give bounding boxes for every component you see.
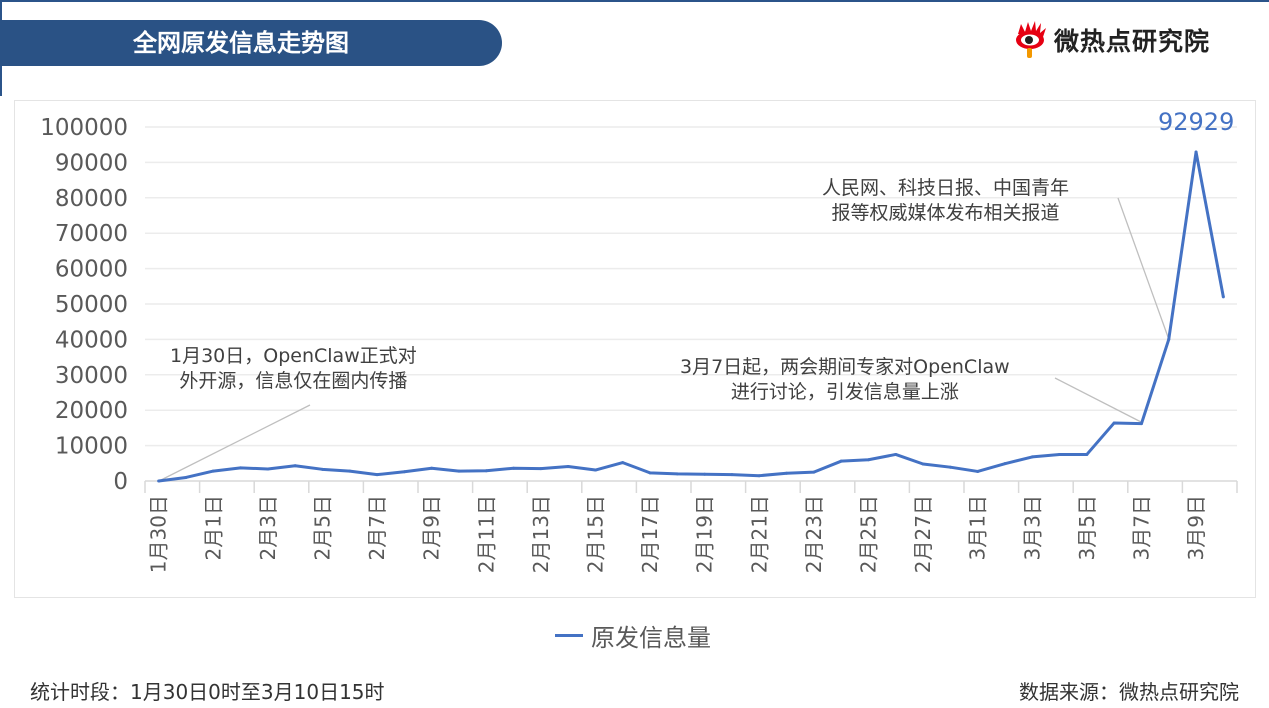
x-tick-label: 2月25日 — [856, 495, 880, 573]
annotation-line: 进行讨论，引发信息量上涨 — [730, 381, 959, 403]
annotation-two-sessions: 3月7日起，两会期间专家对OpenClaw 进行讨论，引发信息量上涨 — [680, 355, 1010, 405]
x-tick-label: 2月7日 — [365, 495, 389, 560]
y-tick-label: 30000 — [55, 363, 128, 389]
frame-border-top — [0, 0, 1269, 2]
series-line — [158, 150, 1225, 483]
x-tick-label: 2月5日 — [310, 495, 334, 560]
data-point — [1030, 455, 1034, 459]
data-point — [566, 464, 570, 468]
y-tick-label: 60000 — [55, 257, 128, 283]
x-tick-label: 2月19日 — [693, 495, 717, 573]
title-banner: 全网原发信息走势图 — [0, 20, 502, 66]
annotation-leader-line — [1117, 197, 1169, 338]
y-tick-label: 0 — [113, 469, 128, 495]
data-point — [484, 469, 488, 473]
x-tick-label: 2月13日 — [529, 495, 553, 573]
data-point — [512, 466, 516, 470]
data-point — [1194, 150, 1198, 154]
x-tick-label: 2月11日 — [474, 495, 498, 573]
annotation-line: 报等权威媒体发布相关报道 — [831, 202, 1060, 224]
logo: 微热点研究院 — [1014, 18, 1210, 62]
annotation-leader-line — [1054, 377, 1144, 424]
data-point — [730, 473, 734, 477]
annotation-line: 1月30日，OpenClaw正式对 — [170, 345, 417, 367]
x-tick-label: 2月17日 — [638, 495, 662, 573]
y-tick-label: 10000 — [55, 434, 128, 460]
x-tick-label: 2月9日 — [420, 495, 444, 560]
data-point — [1085, 452, 1089, 456]
page-title: 全网原发信息走势图 — [133, 29, 349, 57]
data-point — [593, 468, 597, 472]
x-tick-label: 2月15日 — [583, 495, 607, 573]
data-source: 数据来源：微热点研究院 — [1019, 680, 1239, 704]
peak-data-label: 92929 — [1158, 108, 1235, 136]
data-point — [320, 467, 324, 471]
annotation-media-report: 人民网、科技日报、中国青年 报等权威媒体发布相关报道 — [822, 176, 1069, 226]
x-tick-label: 2月1日 — [201, 495, 225, 560]
legend-label: 原发信息量 — [591, 624, 711, 652]
x-tick-label: 2月3日 — [256, 495, 280, 560]
data-point — [375, 473, 379, 477]
x-tick-label: 3月7日 — [1129, 495, 1153, 560]
x-tick-label: 3月1日 — [966, 495, 990, 560]
data-point — [948, 465, 952, 469]
annotation-leader-line — [158, 404, 311, 482]
data-point — [812, 470, 816, 474]
y-tick-label: 40000 — [55, 327, 128, 353]
data-point — [757, 474, 761, 478]
data-point — [785, 471, 789, 475]
x-tick-label: 2月23日 — [802, 495, 826, 573]
data-point — [157, 479, 161, 483]
data-point — [894, 452, 898, 456]
y-tick-label: 80000 — [55, 186, 128, 212]
data-point — [184, 475, 188, 479]
x-tick-label: 2月27日 — [911, 495, 935, 573]
data-point — [539, 467, 543, 471]
data-point — [839, 459, 843, 463]
data-point — [1003, 462, 1007, 466]
x-tick-label: 1月30日 — [147, 495, 171, 573]
data-point — [1221, 295, 1225, 299]
y-tick-label: 50000 — [55, 292, 128, 318]
stat-period: 统计时段：1月30日0时至3月10日15时 — [30, 680, 385, 704]
data-point — [457, 469, 461, 473]
y-tick-label: 20000 — [55, 398, 128, 424]
annotation-open-source: 1月30日，OpenClaw正式对 外开源，信息仅在圈内传播 — [170, 344, 417, 394]
y-tick-label: 70000 — [55, 221, 128, 247]
data-point — [648, 471, 652, 475]
annotation-line: 3月7日起，两会期间专家对OpenClaw — [680, 356, 1010, 378]
data-point — [211, 469, 215, 473]
data-point — [866, 458, 870, 462]
annotation-line: 外开源，信息仅在圈内传播 — [179, 370, 408, 392]
data-point — [430, 466, 434, 470]
x-tick-label: 2月21日 — [747, 495, 771, 573]
data-point — [348, 469, 352, 473]
annotation-line: 人民网、科技日报、中国青年 — [822, 177, 1070, 199]
data-point — [621, 461, 625, 465]
data-point — [976, 469, 980, 473]
data-point — [703, 472, 707, 476]
data-point — [675, 472, 679, 476]
data-point — [1167, 337, 1171, 341]
chart-frame — [14, 100, 1256, 598]
legend-line-swatch — [555, 634, 583, 637]
eye-logo-icon — [1016, 21, 1046, 58]
data-point — [293, 464, 297, 468]
data-point — [266, 467, 270, 471]
data-point — [1139, 422, 1143, 426]
x-tick-label: 3月3日 — [1020, 495, 1044, 560]
y-tick-label: 90000 — [55, 150, 128, 176]
logo-text: 微热点研究院 — [1054, 27, 1211, 56]
data-point — [1112, 421, 1116, 425]
data-point — [921, 462, 925, 466]
x-tick-label: 3月9日 — [1184, 495, 1208, 560]
data-point — [239, 466, 243, 470]
legend: 原发信息量 — [555, 618, 711, 653]
y-tick-label: 100000 — [40, 115, 128, 141]
data-point — [402, 470, 406, 474]
data-point — [1058, 452, 1062, 456]
x-tick-label: 3月5日 — [1075, 495, 1099, 560]
